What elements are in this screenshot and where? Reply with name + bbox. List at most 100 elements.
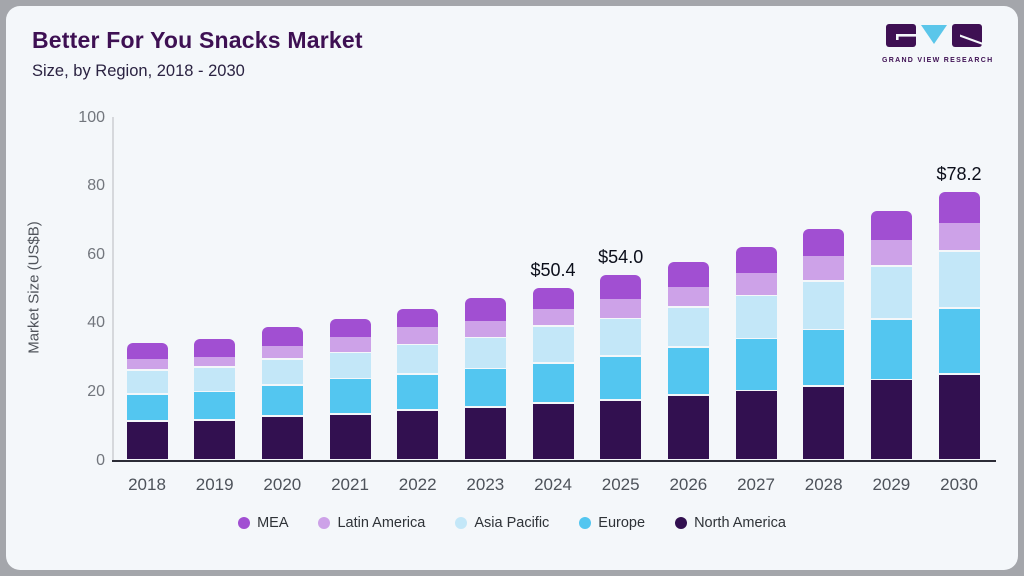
x-tick-label: 2023	[466, 475, 505, 494]
x-tick-label: 2029	[872, 475, 911, 494]
bar-segment-europe	[329, 379, 371, 413]
bar-segment-mea	[938, 192, 980, 224]
bar-segment-mea	[600, 275, 642, 300]
bar-segment-latin-america	[464, 320, 506, 337]
legend: MEA Latin America Asia Pacific Europe North …	[6, 515, 1018, 531]
bar-segment-mea	[126, 343, 168, 359]
bar-segment-mea	[735, 247, 777, 273]
x-tick-label: 2021	[331, 475, 369, 494]
bar-segment-asia-pacific	[194, 367, 236, 391]
legend-label: North America	[694, 515, 786, 531]
legend-swatch-icon	[579, 517, 592, 529]
bar-segment-north-america	[735, 391, 777, 459]
bar-segment-mea	[667, 261, 709, 287]
bar-segment-latin-america	[397, 327, 439, 344]
bar-segment-north-america	[194, 420, 236, 459]
legend-item-mea: MEA	[238, 515, 288, 531]
x-tick-label: 2026	[669, 475, 708, 494]
bar-segment-latin-america	[735, 272, 777, 295]
bar-segment-mea	[464, 297, 506, 321]
bar-segment-mea	[329, 319, 371, 338]
x-tick-label: 2020	[263, 475, 302, 494]
bar-segment-north-america	[261, 416, 303, 459]
x-tick-label: 2019	[195, 475, 234, 494]
y-tick-label: 20	[87, 382, 105, 400]
bar-segment-latin-america	[329, 337, 371, 352]
y-axis-title: Market Size (US$B)	[25, 221, 43, 354]
legend-item-latin-america: Latin America	[318, 515, 425, 531]
legend-swatch-icon	[455, 517, 468, 529]
y-tick-label: 0	[96, 451, 105, 469]
bar-segment-mea	[261, 327, 303, 347]
bar-segment-europe	[667, 347, 709, 395]
bar-segment-mea	[532, 287, 574, 309]
bar-segment-north-america	[870, 380, 912, 459]
legend-label: Latin America	[337, 515, 426, 531]
bar-segment-mea	[870, 210, 912, 241]
y-tick-label: 100	[78, 108, 105, 126]
legend-swatch-icon	[675, 517, 688, 529]
bar-segment-north-america	[600, 400, 642, 459]
bar-segment-north-america	[667, 395, 709, 459]
bar-segment-latin-america	[126, 358, 168, 370]
bar-segment-asia-pacific	[329, 353, 371, 378]
bar-segment-europe	[938, 308, 980, 374]
bar-segment-north-america	[803, 386, 845, 459]
bar-total-label: $78.2	[936, 164, 982, 185]
bar-segment-north-america	[938, 374, 980, 459]
x-axis-line	[112, 459, 996, 462]
legend-label: Asia Pacific	[474, 515, 550, 531]
bar-total-label: $50.4	[530, 259, 576, 280]
bar-segment-asia-pacific	[126, 370, 168, 394]
bar-segment-latin-america	[600, 299, 642, 318]
bar-segment-europe	[464, 369, 506, 407]
bar-segment-europe	[735, 339, 777, 390]
bar-segment-north-america	[464, 407, 506, 459]
bar-segment-asia-pacific	[600, 319, 642, 355]
bar-segment-europe	[532, 363, 574, 403]
legend-item-europe: Europe	[579, 515, 645, 531]
page-title: Better For You Snacks Market	[32, 27, 363, 53]
bar-segment-latin-america	[803, 256, 845, 281]
y-tick-label: 60	[87, 245, 105, 263]
x-tick-label: 2024	[534, 475, 572, 494]
bar-segment-latin-america	[870, 240, 912, 266]
x-tick-label: 2018	[128, 475, 166, 494]
legend-item-north-america: North America	[675, 515, 786, 531]
bar-segment-europe	[870, 319, 912, 379]
bar-segment-europe	[397, 375, 439, 410]
bar-segment-europe	[126, 394, 168, 421]
bar-segment-europe	[194, 392, 236, 420]
x-tick-label: 2025	[601, 475, 640, 494]
bar-segment-europe	[261, 385, 303, 415]
legend-item-asia-pacific: Asia Pacific	[455, 515, 549, 531]
bar-segment-latin-america	[261, 346, 303, 359]
bar-segment-north-america	[329, 414, 371, 459]
bar-segment-latin-america	[194, 356, 236, 367]
page-subtitle: Size, by Region, 2018 - 2030	[32, 62, 245, 80]
bar-segment-asia-pacific	[397, 345, 439, 374]
bar-segment-europe	[803, 330, 845, 386]
bar-segment-latin-america	[938, 223, 980, 250]
bar-segment-north-america	[532, 403, 574, 459]
legend-swatch-icon	[318, 517, 331, 529]
y-axis-line	[112, 117, 114, 461]
y-tick-label: 40	[87, 314, 105, 332]
bar-segment-asia-pacific	[870, 267, 912, 318]
bar-segment-mea	[397, 308, 439, 328]
logo-text: GRAND VIEW RESEARCH	[882, 57, 994, 64]
y-tick-label: 80	[87, 177, 105, 195]
x-tick-label: 2030	[940, 475, 978, 494]
x-tick-label: 2027	[737, 475, 775, 494]
legend-swatch-icon	[238, 517, 251, 529]
bar-segment-latin-america	[667, 286, 709, 307]
x-tick-label: 2022	[398, 475, 437, 494]
bar-segment-europe	[600, 356, 642, 400]
legend-label: Europe	[598, 515, 646, 531]
chart-card: Better For You Snacks Market Size, by Re…	[6, 6, 1018, 570]
bar-segment-mea	[194, 338, 236, 357]
legend-label: MEA	[257, 515, 289, 531]
bar-segment-north-america	[397, 411, 439, 459]
bar-segment-asia-pacific	[735, 296, 777, 338]
bar-segment-asia-pacific	[803, 281, 845, 329]
